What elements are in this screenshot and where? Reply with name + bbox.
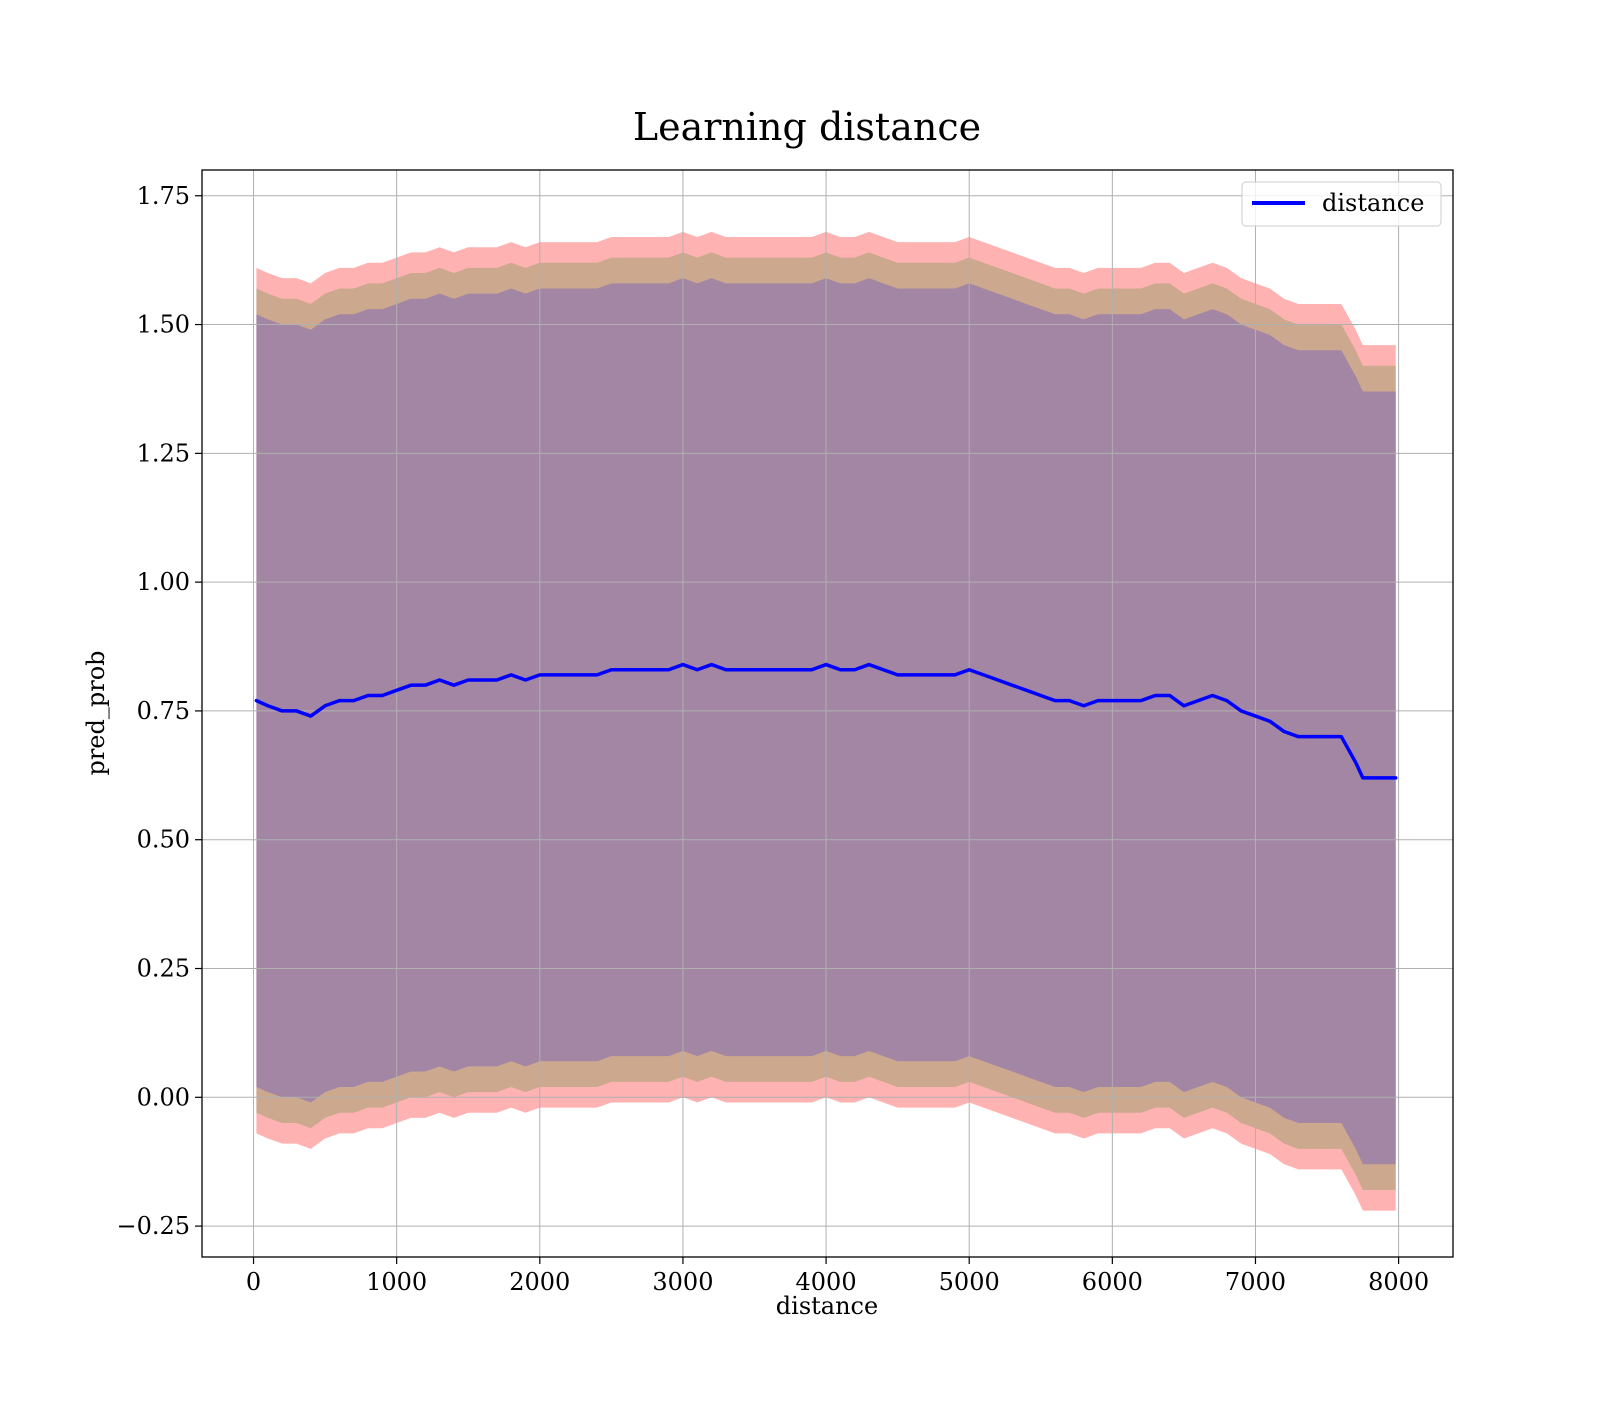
ticks-layer: 0 1000 2000 3000 4000 5000 6000 7000 8000 −0.25 0.… — [116, 182, 1429, 1296]
y-tick-label: 1.50 — [137, 311, 190, 339]
x-tick-label: 8000 — [1368, 1268, 1429, 1296]
legend-box — [1241, 181, 1442, 227]
x-tick-label: 2000 — [509, 1268, 570, 1296]
y-tick-label: 1.75 — [137, 182, 190, 210]
y-tick-label: 0.75 — [137, 697, 190, 725]
y-tick-label: 1.00 — [137, 568, 190, 596]
chart-title: Learning distance — [633, 105, 981, 149]
y-tick-label: −0.25 — [116, 1212, 190, 1240]
y-axis-label: pred_prob — [82, 650, 110, 775]
x-tick-label: 3000 — [652, 1268, 713, 1296]
line-layer — [254, 662, 1398, 780]
y-tick-label: 1.25 — [137, 439, 190, 467]
y-tick-label: 0.25 — [137, 955, 190, 983]
legend: distance — [1241, 181, 1442, 227]
x-tick-label: 7000 — [1225, 1268, 1286, 1296]
x-tick-label: 6000 — [1082, 1268, 1143, 1296]
series-line-distance — [254, 662, 1398, 780]
x-tick-label: 0 — [246, 1268, 261, 1296]
y-tick-label: 0.00 — [137, 1083, 190, 1111]
legend-label: distance — [1322, 189, 1424, 217]
x-axis-label: distance — [776, 1292, 878, 1320]
x-tick-label: 1000 — [366, 1268, 427, 1296]
plot-frame — [201, 169, 1454, 1258]
bands-layer — [256, 231, 1396, 1211]
x-tick-label: 4000 — [796, 1268, 857, 1296]
x-tick-label: 5000 — [939, 1268, 1000, 1296]
y-tick-label: 0.50 — [137, 826, 190, 854]
